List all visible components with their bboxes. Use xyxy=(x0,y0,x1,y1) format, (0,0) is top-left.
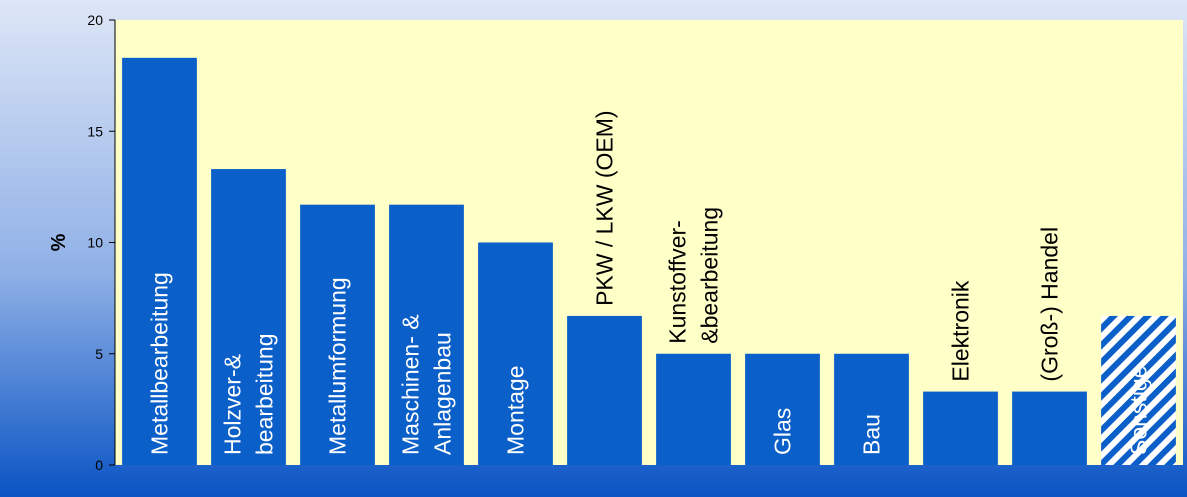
bar-label-line: &bearbeitung xyxy=(697,207,723,344)
bar xyxy=(300,204,375,466)
y-axis: 0 5 10 15 20 xyxy=(87,12,116,473)
bar-label: Holzver-& bearbeitung xyxy=(220,334,278,456)
bar-label-line: Kunstoffver- xyxy=(665,220,691,344)
bar-label: Kunstoffver- &bearbeitung xyxy=(665,207,723,344)
bar-label-line: Maschinen- & xyxy=(398,314,424,455)
bar-label-line: PKW / LKW (OEM) xyxy=(592,110,618,306)
plot-area xyxy=(115,20,1183,465)
bar xyxy=(1012,391,1087,465)
bar-label-line: Montage xyxy=(503,365,529,455)
bar xyxy=(923,391,998,465)
y-axis-title: % xyxy=(48,233,70,251)
bar-label-line: Anlagenbau xyxy=(430,332,456,455)
bar-label-line: (Groß-) Handel xyxy=(1037,227,1063,382)
bar xyxy=(478,242,553,465)
bar xyxy=(389,204,464,466)
bar-label: Metallbearbeitung xyxy=(147,272,173,455)
bar-label: Elektronik xyxy=(948,280,974,381)
bar-label: (Groß-) Handel xyxy=(1037,227,1063,382)
bar-label-line: Holzver-& xyxy=(220,354,246,455)
bar-label: Sonstige xyxy=(1126,365,1152,455)
bar xyxy=(745,353,820,465)
bar xyxy=(211,169,286,465)
bar-label: Maschinen- & Anlagenbau xyxy=(398,314,456,455)
bars xyxy=(122,57,1176,466)
bar xyxy=(656,353,731,465)
y-tick-label: 10 xyxy=(87,235,103,251)
bar-label: PKW / LKW (OEM) xyxy=(592,110,618,306)
bar-label-line: Glas xyxy=(770,408,796,455)
bar xyxy=(567,315,642,465)
bar xyxy=(122,57,197,465)
y-tick-label: 0 xyxy=(95,457,103,473)
bar-label-line: Bau xyxy=(859,414,885,455)
bar-label: Montage xyxy=(503,365,529,455)
bar-label-line: Metallbearbeitung xyxy=(147,272,173,455)
bar xyxy=(1101,315,1176,465)
y-tick-label: 20 xyxy=(87,12,103,28)
bar-label-line: bearbeitung xyxy=(252,334,278,456)
y-tick-label: 5 xyxy=(95,346,103,362)
bar-label-line: Sonstige xyxy=(1126,365,1152,455)
bar-label-line: Elektronik xyxy=(948,280,974,381)
bar-labels: Metallbearbeitung Holzver-& bearbeitung Met… xyxy=(147,110,1152,455)
bar-label: Bau xyxy=(859,414,885,455)
bar-label: Metallumformung xyxy=(325,277,351,455)
y-tick-label: 15 xyxy=(87,123,103,139)
bar-label: Glas xyxy=(770,408,796,455)
bar xyxy=(834,353,909,465)
bar-label-line: Metallumformung xyxy=(325,277,351,455)
